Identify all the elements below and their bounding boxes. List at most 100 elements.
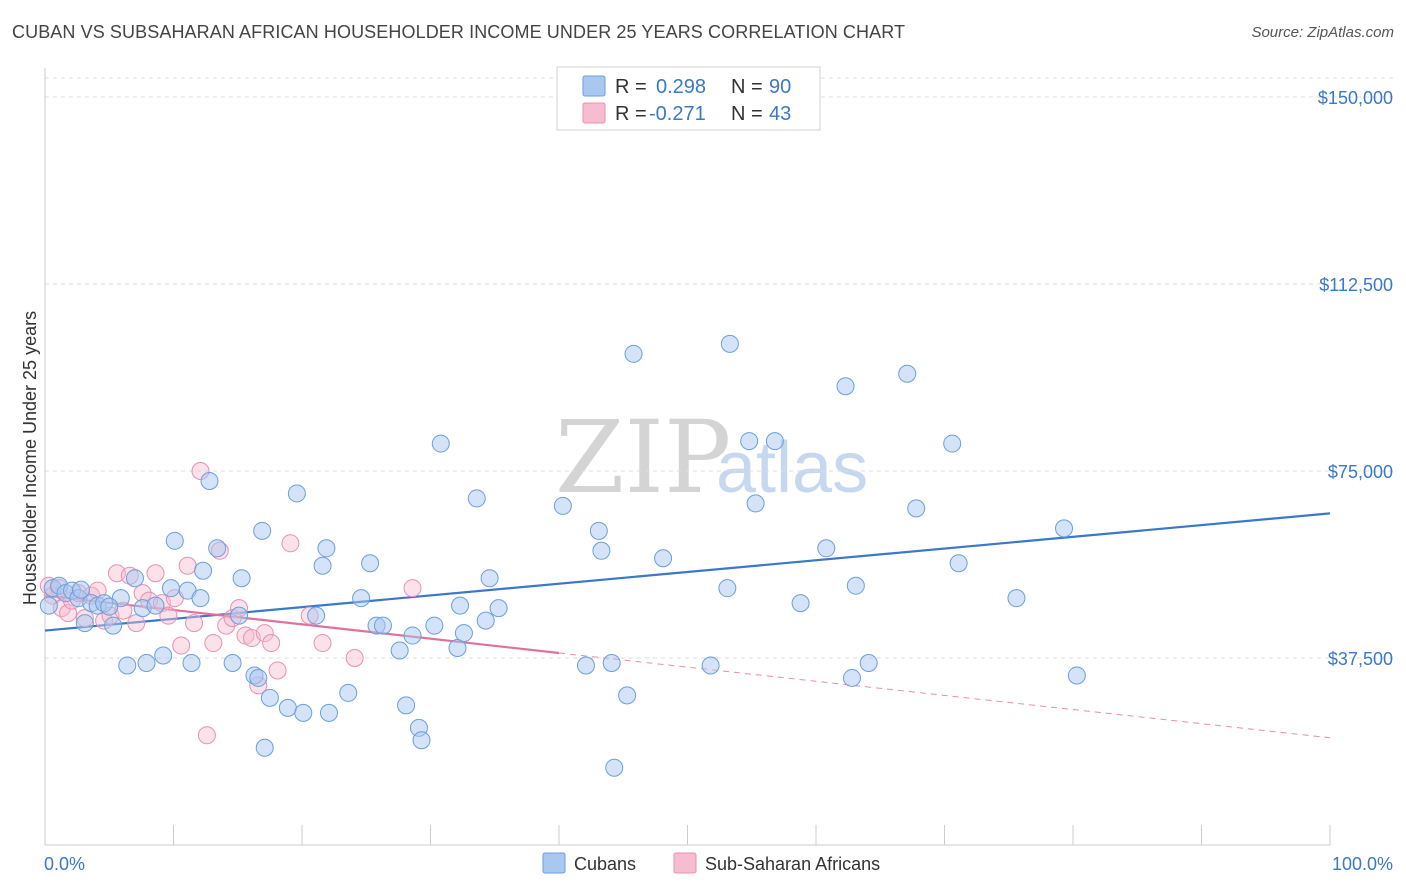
cubans-point — [200, 471, 219, 490]
cubans-point — [949, 554, 968, 573]
cubans-point — [602, 653, 621, 672]
cubans-point — [489, 599, 508, 618]
x-tick-label-min: 0.0% — [44, 854, 85, 874]
africans-trend-extension — [558, 652, 1331, 739]
cubans-point — [317, 539, 336, 558]
cubans-point — [137, 653, 156, 672]
cubans-point — [412, 731, 431, 750]
cubans-point — [223, 653, 242, 672]
africans-point — [185, 614, 204, 633]
legend-r-label-1: R = — [615, 76, 647, 98]
cubans-point — [605, 758, 624, 777]
cubans-point — [654, 549, 673, 568]
cubans-point — [576, 656, 595, 675]
cubans-point — [746, 494, 765, 513]
legend-r-value-2: -0.271 — [649, 103, 706, 125]
africans-point — [127, 614, 146, 633]
cubans-point — [720, 334, 739, 353]
y-tick-label: $150,000 — [1318, 88, 1393, 108]
y-axis-label: Householder Income Under 25 years — [20, 311, 40, 605]
cubans-point — [476, 611, 495, 630]
watermark-zip: ZIP — [555, 399, 731, 516]
cubans-point — [165, 531, 184, 550]
africans-point — [255, 624, 274, 643]
cubans-point — [104, 616, 123, 635]
cubans-point — [260, 688, 279, 707]
cubans-point — [589, 521, 608, 540]
cubans-point — [791, 594, 810, 613]
cubans-point — [907, 499, 926, 518]
cubans-point — [294, 703, 313, 722]
africans-point — [345, 649, 364, 667]
cubans-point — [480, 569, 499, 588]
axes — [44, 68, 1331, 846]
cubans-point — [425, 616, 444, 635]
cubans-point — [249, 668, 268, 687]
cubans-point — [232, 569, 251, 588]
africans-point — [281, 534, 300, 553]
africans-point — [172, 636, 191, 655]
cubans-point — [898, 364, 917, 383]
cubans-point — [836, 377, 855, 396]
cubans-point — [701, 656, 720, 675]
africans-point — [146, 564, 165, 583]
legend-r-label-2: R = — [615, 103, 647, 125]
africans-point — [262, 634, 281, 653]
legend-n-label-2: N = — [731, 103, 763, 125]
africans-point — [204, 634, 223, 653]
africans-point — [268, 661, 287, 680]
cubans-point — [592, 541, 611, 560]
legend-n-value-2: 43 — [769, 103, 791, 125]
bottom-legend-swatch-cubans — [542, 852, 566, 874]
cubans-point — [118, 656, 137, 675]
bottom-legend-africans: Sub-Saharan Africans — [705, 854, 880, 874]
cubans-point — [230, 606, 249, 625]
cubans-point — [75, 614, 94, 633]
cubans-point — [100, 597, 119, 616]
africans-point — [178, 556, 197, 575]
watermark: ZIP atlas — [555, 399, 868, 516]
cubans-point — [352, 589, 371, 608]
cubans-point — [71, 580, 90, 599]
cubans-point — [1007, 589, 1026, 608]
cubans-trend-line — [44, 512, 1331, 632]
africans-trend-line — [44, 594, 560, 655]
legend-n-label-1: N = — [731, 76, 763, 98]
cubans-point — [339, 683, 358, 702]
cubans-point — [467, 489, 486, 508]
cubans-point — [1067, 666, 1086, 685]
cubans-point — [718, 579, 737, 598]
cubans-point — [161, 579, 180, 598]
cubans-point — [373, 616, 392, 635]
cubans-point — [1055, 519, 1074, 538]
legend-swatch-cubans — [582, 75, 606, 97]
cubans-point — [194, 561, 213, 580]
legend-swatch-africans — [582, 102, 606, 124]
cubans-point — [125, 569, 144, 588]
africans-point — [197, 726, 216, 745]
cubans-point — [208, 539, 227, 558]
cubans-point — [624, 344, 643, 363]
cubans-point — [448, 639, 467, 658]
source-label: Source: ZipAtlas.com — [1251, 24, 1394, 41]
cubans-point — [842, 668, 861, 687]
cubans-point — [403, 626, 422, 645]
cubans-point — [451, 596, 470, 615]
watermark-atlas: atlas — [716, 428, 868, 508]
legend-box: R = 0.298 N = 90 R = -0.271 N = 43 — [556, 66, 821, 131]
cubans-point — [431, 434, 450, 453]
grid-lines — [45, 77, 1395, 659]
trend-lines — [44, 512, 1331, 739]
legend-n-value-1: 90 — [769, 76, 791, 98]
cubans-point — [255, 738, 274, 757]
africans-point — [159, 606, 178, 625]
cubans-point — [361, 554, 380, 573]
africans-point — [217, 616, 236, 635]
x-tick-label-max: 100.0% — [1332, 854, 1393, 874]
cubans-point — [39, 596, 58, 615]
legend-r-value-1: 0.298 — [656, 76, 706, 98]
cubans-point — [313, 556, 332, 575]
cubans-point — [191, 589, 210, 608]
y-tick-label: $37,500 — [1328, 649, 1393, 669]
cubans-point — [859, 653, 878, 672]
